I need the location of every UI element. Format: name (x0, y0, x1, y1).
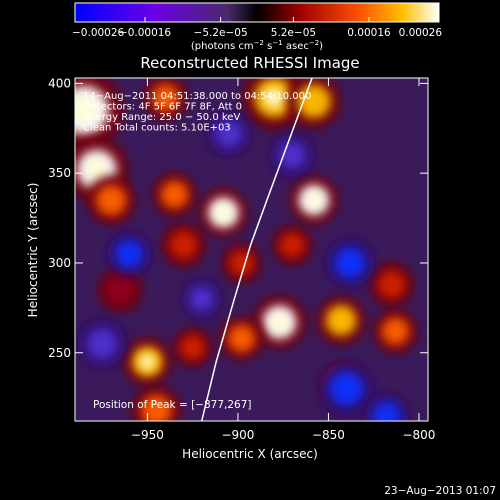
source-core (377, 270, 406, 299)
y-tick-label: 300 (48, 256, 71, 270)
source-core (86, 328, 118, 360)
source-peak (75, 98, 96, 122)
emission-sources (75, 78, 418, 421)
source-core (115, 240, 144, 268)
colorbar: −0.00026−0.00016 −5.2e−05 5.2e−05 0.00016 0.… (72, 2, 442, 52)
colorbar-unit: (photons cm−2 s−1 asec−2) (191, 39, 323, 52)
annotation-line: Clean Total counts: 5.10E+03 (83, 123, 231, 134)
y-tick-label: 400 (48, 76, 71, 90)
annotation-line: Energy Range: 25.0 − 50.0 keV (83, 112, 240, 123)
y-axis-label: Heliocentric Y (arcsec) (26, 183, 40, 318)
plot-frame (74, 77, 429, 422)
source-peak (216, 205, 231, 220)
x-tick-label: −950 (131, 428, 164, 442)
source-core (381, 317, 410, 346)
x-tick-label: −800 (402, 428, 435, 442)
colorbar-tick-label: −0.00016 (119, 27, 172, 39)
source-peak (306, 192, 322, 208)
source-core (180, 335, 205, 360)
source-core (106, 276, 135, 304)
x-tick-label: −900 (221, 428, 254, 442)
source-core (151, 83, 180, 112)
x-axis-ticks: −950 −900 −850 −800 (131, 78, 435, 442)
colorbar-tick-label: −0.00026 (72, 27, 125, 39)
source-core (95, 184, 127, 216)
x-tick-label: −850 (312, 428, 345, 442)
source-core (278, 141, 307, 170)
source-core (297, 84, 331, 119)
annotation-line: 14−Aug−2011 04:51:38.000 to 04:54:10.000 (83, 91, 311, 102)
source-core (215, 119, 243, 148)
y-axis-ticks: 250 300 350 400 (48, 76, 428, 360)
chart-title: Reconstructed RHESSI Image (140, 54, 359, 72)
source-core (279, 232, 305, 258)
source-core (372, 401, 401, 421)
colorbar-gradient (74, 2, 440, 23)
y-tick-label: 350 (48, 166, 71, 180)
source-core (227, 324, 256, 353)
colorbar-tick-label: 0.00026 (399, 27, 443, 39)
colorbar-tick-label: 0.00016 (347, 27, 391, 39)
source-core (141, 394, 172, 421)
solar-limb-line (200, 78, 313, 421)
peak-position-label: Position of Peak = [−877,267] (93, 399, 252, 411)
source-core (169, 231, 198, 259)
observation-annotations: 14−Aug−2011 04:51:38.000 to 04:54:10.000… (83, 91, 311, 134)
colorbar-tick-label: −5.2e−05 (194, 27, 248, 39)
source-core (160, 180, 189, 209)
timestamp: 23−Aug−2013 01:07 (384, 485, 496, 497)
source-peak (87, 160, 107, 179)
source-core (189, 286, 215, 312)
x-axis-label: Heliocentric X (arcsec) (182, 447, 318, 461)
colorbar-tick-label: 5.2e−05 (271, 27, 316, 39)
source-core (334, 247, 366, 279)
annotation-line: Detectors: 4F 5F 6F 7F 8F, Att 0 (83, 102, 242, 113)
source-peak (140, 354, 155, 369)
source-core (329, 371, 364, 406)
source-peak (264, 88, 284, 108)
source-peak (271, 314, 288, 331)
image-area (75, 78, 428, 421)
y-tick-label: 250 (48, 346, 71, 360)
source-core (229, 250, 254, 276)
colorbar-ticks: −0.00026−0.00016 −5.2e−05 5.2e−05 0.00016 0.… (72, 17, 442, 39)
source-core (325, 305, 357, 336)
